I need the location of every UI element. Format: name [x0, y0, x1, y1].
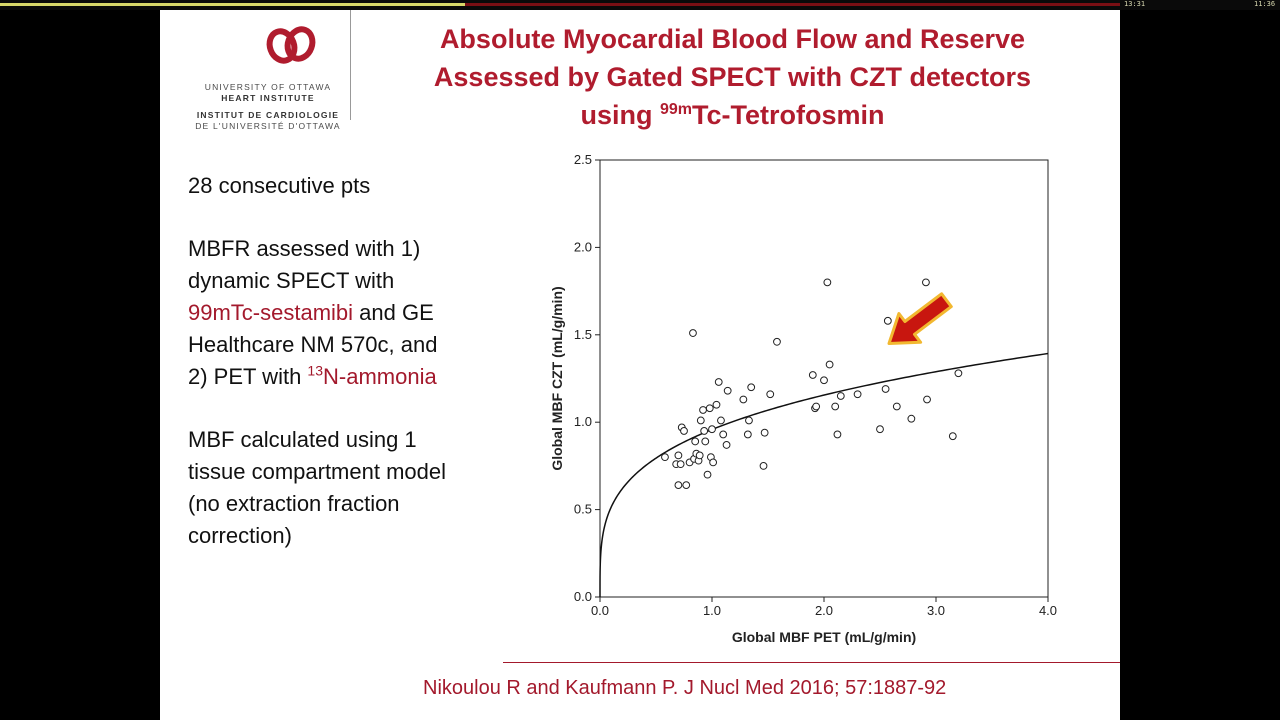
body-model: MBF calculated using 1 tissue compartmen…	[188, 427, 446, 548]
y-tick-label: 1.0	[574, 414, 592, 429]
total-time: 11:36	[1254, 0, 1276, 8]
data-point	[876, 425, 884, 434]
title-line3: using 99mTc-Tetrofosmin	[360, 96, 1105, 134]
data-point	[759, 462, 768, 470]
video-progress-bar[interactable]: 13:31 11:36	[0, 0, 1280, 10]
y-axis-label: Global MBF CZT (mL/g/min)	[549, 286, 565, 470]
data-point	[695, 451, 704, 460]
data-point	[823, 278, 832, 287]
data-point	[700, 427, 709, 435]
progress-track	[464, 3, 1120, 6]
slide-body: 28 consecutive pts MBFR assessed with 1)…	[188, 170, 458, 583]
title-line1: Absolute Myocardial Blood Flow and Reser…	[439, 24, 1026, 54]
data-point	[722, 441, 731, 449]
data-point	[831, 402, 840, 411]
data-point	[907, 414, 916, 423]
data-point	[701, 437, 710, 446]
data-point	[661, 453, 669, 462]
data-point	[954, 369, 963, 378]
data-point	[674, 481, 683, 490]
heart-institute-logo-icon	[266, 26, 316, 64]
body-method-a: MBFR assessed with 1) dynamic SPECT with	[188, 236, 421, 293]
data-point	[881, 385, 890, 393]
body-method-b: and GE Healthcare NM 570c, and 2) PET wi…	[188, 300, 438, 389]
scatter-chart: 0.0 1.0 2.0 3.0 4.0 0.0 0.5 1.0 1.5 2.0 2.5 Global …	[549, 152, 1057, 645]
data-point	[743, 430, 752, 439]
x-tick-label: 3.0	[927, 603, 945, 618]
data-point	[674, 451, 683, 460]
data-point	[820, 376, 828, 385]
elapsed-time: 13:31	[1124, 0, 1146, 8]
data-point	[922, 278, 930, 287]
data-point	[703, 470, 712, 479]
y-tick-label: 0.0	[574, 589, 592, 604]
title-line2: Assessed by Gated SPECT with CZT detecto…	[433, 62, 1032, 92]
slide: UNIVERSITY OF OTTAWA HEART INSTITUTE INS…	[160, 10, 1120, 720]
x-tick-label: 2.0	[815, 603, 833, 618]
data-point	[712, 400, 721, 409]
data-point	[766, 390, 775, 399]
title-isotope-superscript: 99m	[659, 101, 693, 118]
annotation-arrow	[887, 292, 953, 345]
slide-title: Absolute Myocardial Blood Flow and Reser…	[360, 20, 1105, 134]
body-tracer-spect: 99mTc-sestamibi	[188, 300, 354, 325]
title-line3-post: Tc-Tetrofosmin	[692, 100, 885, 130]
data-point	[719, 430, 728, 439]
body-method: MBFR assessed with 1) dynamic SPECT with…	[188, 233, 458, 393]
data-point	[739, 395, 748, 404]
body-patients: 28 consecutive pts	[188, 173, 371, 198]
data-point	[714, 378, 723, 386]
data-point	[853, 390, 862, 399]
x-axis-label: Global MBF PET (mL/g/min)	[732, 629, 916, 645]
data-point	[836, 392, 845, 400]
logo-text-line2: HEART INSTITUTE	[221, 93, 315, 103]
body-tracer-pet: N-ammonia	[323, 364, 437, 389]
data-point	[699, 406, 707, 414]
data-point	[723, 386, 732, 395]
data-point	[812, 402, 821, 411]
data-point	[689, 329, 697, 337]
body-tracer-superscript: 13	[307, 362, 323, 379]
citation: Nikoulou R and Kaufmann P. J Nucl Med 20…	[423, 677, 947, 699]
data-point	[717, 416, 725, 425]
data-point	[825, 360, 834, 369]
data-point	[747, 383, 756, 392]
y-tick-label: 2.0	[574, 239, 592, 254]
data-point	[745, 416, 753, 425]
y-tick-label: 2.5	[574, 152, 592, 167]
logo-text-line4: DE L'UNIVERSITÉ D'OTTAWA	[195, 121, 341, 131]
logo-divider	[350, 10, 351, 120]
data-point	[833, 430, 842, 439]
data-point	[892, 402, 901, 411]
x-tick-label: 1.0	[703, 603, 721, 618]
data-point	[705, 404, 714, 413]
data-point	[948, 432, 957, 441]
data-point	[708, 425, 716, 434]
data-point	[923, 395, 931, 404]
y-tick-label: 1.5	[574, 327, 592, 342]
x-tick-label: 4.0	[1039, 603, 1057, 618]
data-point	[682, 481, 691, 490]
data-point	[691, 437, 700, 446]
y-tick-label: 0.5	[574, 502, 592, 517]
logo-text-line1: UNIVERSITY OF OTTAWA	[204, 82, 332, 92]
title-line3-pre: using	[580, 100, 660, 130]
citation-rule	[503, 662, 1120, 663]
data-point	[760, 428, 769, 437]
data-point	[680, 427, 688, 435]
data-point	[676, 460, 685, 469]
x-tick-label: 0.0	[591, 603, 609, 618]
data-point	[696, 416, 705, 425]
data-point	[883, 316, 892, 325]
data-point	[808, 371, 817, 379]
data-point	[773, 337, 781, 346]
fit-curve-line	[599, 352, 1049, 598]
progress-fill	[0, 3, 465, 6]
logo-text-line3: INSTITUT DE CARDIOLOGIE	[196, 110, 340, 120]
data-point	[709, 458, 718, 467]
